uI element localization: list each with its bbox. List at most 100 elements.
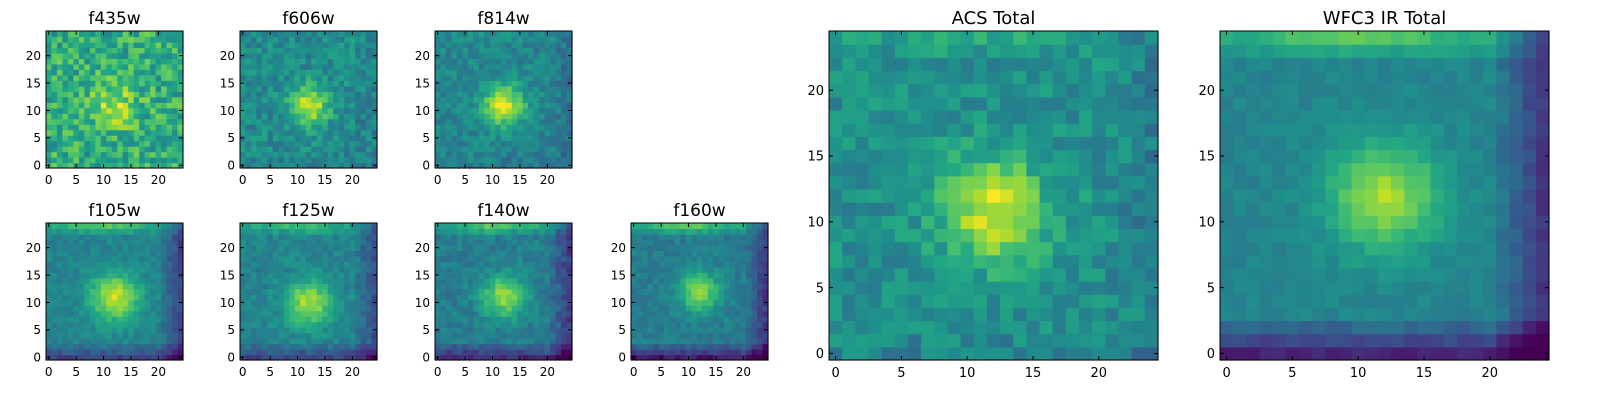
heatmap-cell	[272, 58, 279, 65]
x-tick-label: 15	[708, 365, 723, 379]
heatmap-cell	[294, 47, 301, 54]
heatmap-cell	[517, 349, 524, 356]
heatmap-cell	[89, 162, 96, 169]
heatmap-cell	[713, 288, 720, 295]
heatmap-cell	[539, 228, 546, 235]
heatmap-cell	[84, 74, 91, 81]
heatmap-cell	[106, 96, 113, 103]
heatmap-cell	[177, 332, 184, 339]
heatmap-cell	[934, 346, 949, 361]
heatmap-cell	[78, 63, 85, 70]
heatmap-cell	[327, 140, 334, 147]
heatmap-cell	[272, 135, 279, 142]
heatmap-cell	[272, 47, 279, 54]
heatmap-cell	[495, 354, 502, 361]
heatmap-cell	[555, 140, 562, 147]
heatmap-cell	[333, 31, 340, 38]
heatmap-cell	[267, 283, 274, 290]
heatmap-cell	[691, 277, 698, 284]
heatmap-cell	[528, 277, 535, 284]
heatmap-cell	[517, 299, 524, 306]
x-tick-label: 15	[123, 173, 138, 187]
heatmap-cell	[161, 272, 168, 279]
heatmap-cell	[100, 327, 107, 334]
heatmap-cell	[478, 299, 485, 306]
heatmap-cell	[283, 162, 290, 169]
heatmap-cell	[757, 299, 764, 306]
heatmap-cell	[161, 47, 168, 54]
heatmap-cell	[245, 316, 252, 323]
heatmap-cell	[663, 288, 670, 295]
heatmap-cell	[46, 239, 53, 246]
heatmap-cell	[327, 85, 334, 92]
heatmap-cell	[111, 305, 118, 312]
heatmap-cell	[506, 63, 513, 70]
heatmap-cell	[338, 233, 345, 241]
heatmap-cell	[456, 244, 463, 251]
heatmap-cell	[111, 288, 118, 295]
heatmap-cell	[669, 327, 676, 334]
heatmap-cell	[150, 162, 157, 169]
heatmap-cell	[1039, 320, 1054, 335]
heatmap-cell	[511, 91, 518, 98]
heatmap-cell	[256, 299, 263, 306]
heatmap-cell	[467, 338, 474, 345]
heatmap-cell	[685, 338, 692, 345]
heatmap-cell	[533, 74, 540, 81]
heatmap-cell	[1105, 307, 1120, 322]
heatmap-cell	[155, 261, 162, 268]
heatmap-cell	[685, 255, 692, 262]
heatmap-cell	[51, 349, 58, 356]
heatmap-cell	[724, 223, 731, 230]
heatmap-cell	[435, 36, 442, 43]
heatmap-cell	[718, 343, 725, 350]
heatmap-cell	[150, 354, 157, 361]
heatmap-cell	[539, 223, 546, 230]
heatmap-cell	[172, 85, 179, 92]
heatmap-cell	[51, 228, 58, 235]
heatmap-cell	[484, 299, 491, 306]
heatmap-cell	[333, 288, 340, 295]
heatmap-cell	[305, 349, 312, 356]
x-tick-label: 20	[345, 365, 360, 379]
heatmap-cell	[111, 343, 118, 350]
heatmap-cell	[122, 272, 129, 279]
heatmap-cell	[506, 266, 513, 273]
heatmap-cell	[467, 294, 474, 301]
heatmap-cell	[658, 277, 665, 284]
heatmap-cell	[305, 310, 312, 317]
heatmap-cell	[718, 310, 725, 317]
heatmap-cell	[707, 299, 714, 306]
heatmap-cell	[360, 272, 367, 279]
heatmap-cell	[522, 223, 529, 230]
heatmap-cell	[881, 149, 896, 164]
heatmap-cell	[73, 310, 80, 317]
heatmap-cell	[267, 124, 274, 131]
heatmap-cell	[338, 305, 345, 312]
heatmap-cell	[250, 349, 258, 356]
heatmap-cell	[144, 80, 151, 87]
heatmap-cell	[344, 69, 351, 76]
heatmap-cell	[272, 151, 279, 158]
heatmap-cell	[522, 349, 529, 356]
heatmap-cell	[245, 338, 252, 345]
heatmap-cell	[467, 151, 474, 158]
heatmap-cell	[62, 277, 69, 284]
heatmap-cell	[122, 261, 129, 268]
heatmap-cell	[561, 135, 568, 142]
heatmap-cell	[500, 80, 507, 87]
heatmap-cell	[366, 107, 373, 114]
heatmap-cell	[566, 305, 573, 312]
heatmap-cell	[46, 261, 53, 268]
heatmap-cell	[95, 52, 102, 59]
heatmap-cell	[561, 239, 568, 246]
heatmap-cell	[172, 157, 179, 164]
heatmap-cell	[528, 338, 535, 345]
heatmap-cell	[338, 327, 345, 334]
heatmap-cell	[1079, 228, 1093, 243]
heatmap-cell	[636, 233, 643, 241]
heatmap-cell	[986, 254, 1001, 269]
heatmap-cell	[360, 305, 367, 312]
heatmap-cell	[349, 294, 356, 301]
heatmap-cell	[67, 223, 74, 230]
